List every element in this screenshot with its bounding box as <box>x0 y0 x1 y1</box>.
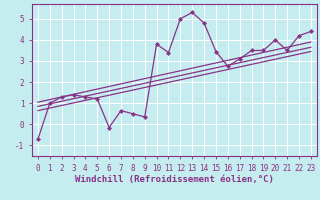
X-axis label: Windchill (Refroidissement éolien,°C): Windchill (Refroidissement éolien,°C) <box>75 175 274 184</box>
